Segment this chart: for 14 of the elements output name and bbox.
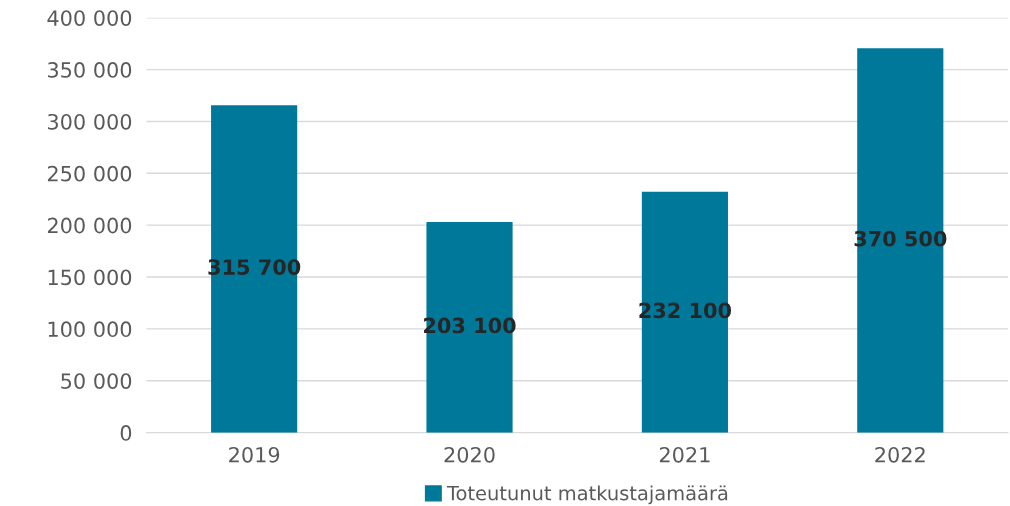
y-tick-label: 350 000 bbox=[48, 62, 132, 78]
y-tick-label: 250 000 bbox=[47, 165, 132, 182]
x-tick-label: 2019 bbox=[229, 446, 280, 463]
y-tick-label: 0 bbox=[120, 425, 132, 441]
y-tick-label: 150 000 bbox=[48, 269, 132, 286]
y-tick-label: 400 000 bbox=[47, 10, 132, 26]
y-tick-label: 200 000 bbox=[47, 217, 132, 234]
legend-label: Toteutunut matkustajamäärä bbox=[446, 485, 728, 505]
y-tick-label: 50 000 bbox=[61, 373, 132, 389]
y-tick-label: 100 000 bbox=[48, 321, 132, 338]
x-tick-label: 2020 bbox=[444, 446, 495, 463]
x-tick-label: 2021 bbox=[659, 446, 710, 463]
y-tick-label: 300 000 bbox=[48, 113, 132, 130]
x-tick-label: 2022 bbox=[875, 446, 925, 463]
